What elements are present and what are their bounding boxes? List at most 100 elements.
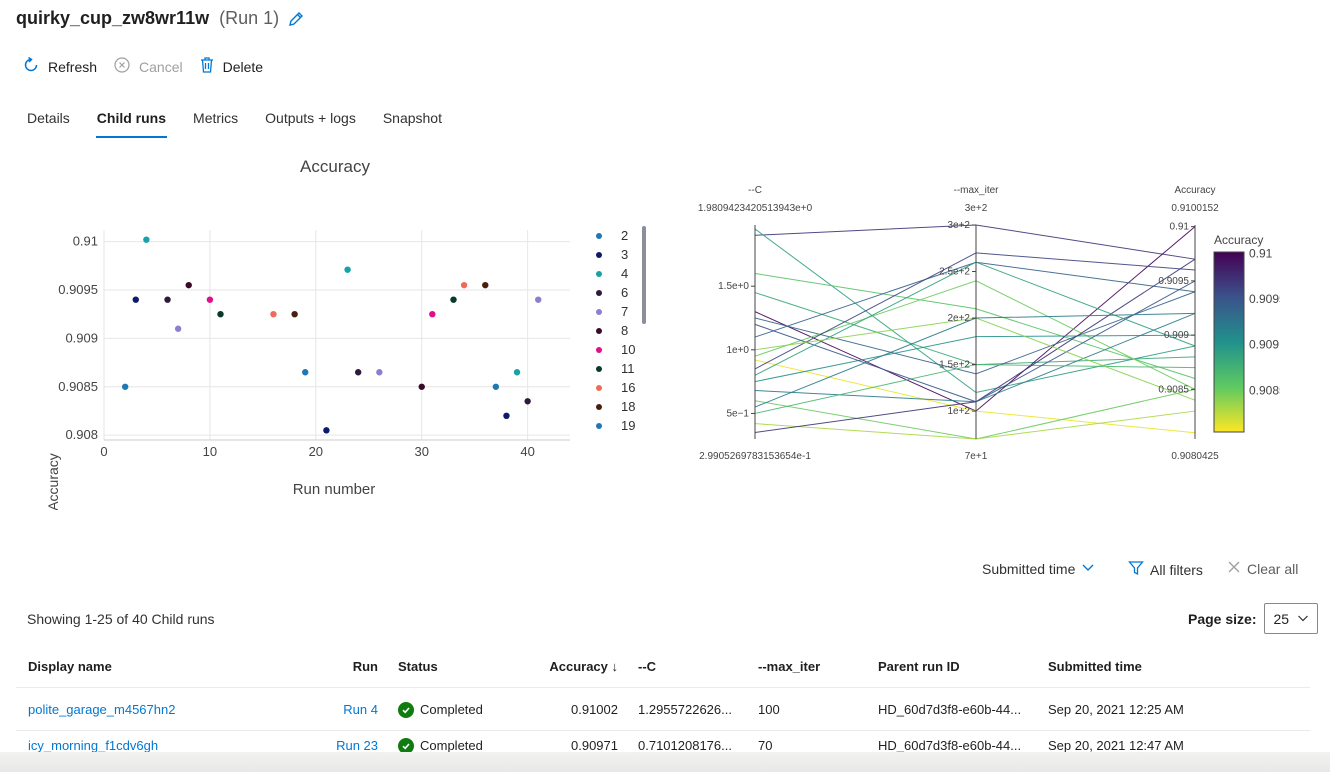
status-cell: Completed — [398, 732, 528, 752]
scatter-point[interactable] — [143, 236, 150, 243]
scatter-point[interactable] — [302, 369, 309, 376]
column-header-parent-run-id[interactable]: Parent run ID — [878, 659, 960, 674]
scatter-point[interactable] — [535, 296, 542, 303]
legend-label: 16 — [621, 380, 636, 395]
clear-all-label: Clear all — [1247, 560, 1299, 577]
column-header-accuracy[interactable]: Accuracy ↓ — [549, 659, 618, 674]
legend-label: 8 — [621, 323, 629, 338]
edit-pencil-icon[interactable] — [287, 10, 305, 28]
legend-item[interactable]: 3 — [590, 245, 650, 264]
refresh-label: Refresh — [48, 58, 98, 75]
scatter-point[interactable] — [429, 310, 436, 318]
column-header-max-iter[interactable]: --max_iter — [758, 659, 821, 674]
scatter-point[interactable] — [524, 398, 531, 405]
scatter-point[interactable] — [291, 310, 298, 318]
axis-tick-label: 1e+2 — [947, 406, 970, 417]
axis-tick-label: 5e−1 — [726, 408, 749, 419]
colorbar-title: Accuracy — [1214, 233, 1263, 247]
page-size-dropdown[interactable]: 25 — [1264, 603, 1319, 634]
scatter-point[interactable] — [174, 325, 182, 332]
legend-item[interactable]: 18 — [590, 397, 650, 416]
scatter-point[interactable] — [206, 296, 214, 303]
scatter-point[interactable] — [323, 427, 330, 434]
colorbar — [1213, 251, 1245, 433]
refresh-button[interactable]: Refresh — [22, 56, 97, 77]
delete-button[interactable]: Delete — [199, 56, 263, 77]
legend-marker — [596, 384, 602, 391]
tab-details[interactable]: Details — [27, 110, 70, 126]
scatter-point[interactable] — [121, 383, 129, 390]
scatter-point[interactable] — [185, 281, 192, 289]
tab-bar: Details Child runs Metrics Outputs + log… — [27, 110, 469, 138]
legend-item[interactable]: 8 — [590, 321, 650, 340]
column-header-display-name[interactable]: Display name — [28, 659, 112, 674]
scatter-point[interactable] — [513, 369, 521, 376]
legend-label: 3 — [621, 247, 629, 262]
scatter-point[interactable] — [344, 266, 351, 273]
legend-item[interactable]: 4 — [590, 264, 650, 283]
run-link[interactable]: Run 4 — [343, 702, 378, 717]
y-tick-label: 0.9095 — [58, 282, 98, 297]
scatter-point[interactable] — [132, 296, 139, 303]
cancel-icon — [113, 56, 139, 77]
trash-icon — [199, 56, 223, 77]
scatter-point[interactable] — [450, 296, 457, 303]
legend-item[interactable]: 10 — [590, 340, 650, 359]
chart-legend: 2 3 4 6 7 8 10 11 16 18 19 — [590, 226, 650, 444]
scatter-point[interactable] — [270, 310, 277, 318]
legend-label: 2 — [621, 228, 629, 243]
scatter-point[interactable] — [217, 310, 224, 318]
legend-item[interactable]: 2 — [590, 226, 650, 245]
run-number: (Run 1) — [219, 8, 280, 28]
column-header-run[interactable]: Run — [352, 659, 378, 674]
legend-item[interactable]: 7 — [590, 302, 650, 321]
axis-max-label: 1.9809423420513943e+0 — [698, 203, 813, 214]
sort-dropdown[interactable]: Submitted time — [982, 560, 1101, 577]
scatter-point[interactable] — [376, 369, 383, 376]
legend-marker — [596, 327, 602, 334]
column-header-submitted-time[interactable]: Submitted time — [1048, 659, 1142, 674]
tab-snapshot[interactable]: Snapshot — [382, 110, 442, 126]
clear-all-button[interactable]: Clear all — [1221, 560, 1298, 577]
c-cell: 0.7101208176... — [638, 738, 732, 752]
scatter-point[interactable] — [354, 369, 362, 376]
legend-item[interactable]: 6 — [590, 283, 650, 302]
scatter-point[interactable] — [164, 296, 171, 303]
column-header-status[interactable]: Status — [398, 659, 438, 674]
chart-title: Accuracy — [300, 157, 370, 176]
cancel-label: Cancel — [139, 58, 183, 75]
axis-name: --max_iter — [953, 185, 999, 196]
axis-tick-label: 0.909 — [1164, 330, 1189, 341]
scatter-point[interactable] — [418, 383, 425, 390]
all-filters-button[interactable]: All filters — [1122, 560, 1203, 579]
scatter-point[interactable] — [460, 281, 468, 289]
cancel-button[interactable]: Cancel — [113, 56, 183, 77]
legend-item[interactable]: 19 — [590, 416, 650, 435]
legend-scrollbar[interactable] — [642, 226, 646, 324]
scatter-point[interactable] — [503, 412, 510, 420]
scatter-point[interactable] — [482, 281, 489, 289]
run-display-name-link[interactable]: polite_garage_m4567hn2 — [28, 702, 176, 717]
run-link[interactable]: Run 23 — [336, 738, 378, 752]
legend-item[interactable]: 16 — [590, 378, 650, 397]
tab-child-runs[interactable]: Child runs — [95, 110, 168, 138]
run-name: quirky_cup_zw8wr11w — [16, 8, 210, 28]
scatter-point[interactable] — [492, 383, 500, 390]
tab-metrics[interactable]: Metrics — [193, 110, 239, 126]
y-tick-label: 0.9085 — [58, 379, 98, 394]
column-header-c[interactable]: --C — [638, 659, 657, 674]
refresh-icon — [22, 56, 48, 77]
axis-max-label: 3e+2 — [965, 203, 988, 214]
legend-label: 18 — [621, 399, 636, 414]
parallel-coordinates-chart: --C 1.9809423420513943e+0 2.99052697831536… — [698, 185, 1280, 462]
checkmark-icon — [398, 701, 414, 718]
y-axis-label: Accuracy — [45, 453, 61, 510]
legend-item[interactable]: 11 — [590, 359, 650, 378]
delete-label: Delete — [222, 58, 264, 75]
table-row[interactable]: polite_garage_m4567hn2 Run 4 Completed 0… — [16, 688, 1310, 731]
page-size-label: Page size: — [1188, 610, 1257, 627]
run-display-name-link[interactable]: icy_morning_f1cdv6gh — [28, 738, 159, 752]
max-iter-cell: 100 — [758, 702, 780, 717]
parallel-line — [754, 292, 1196, 366]
tab-outputs-logs[interactable]: Outputs + logs — [265, 110, 356, 126]
